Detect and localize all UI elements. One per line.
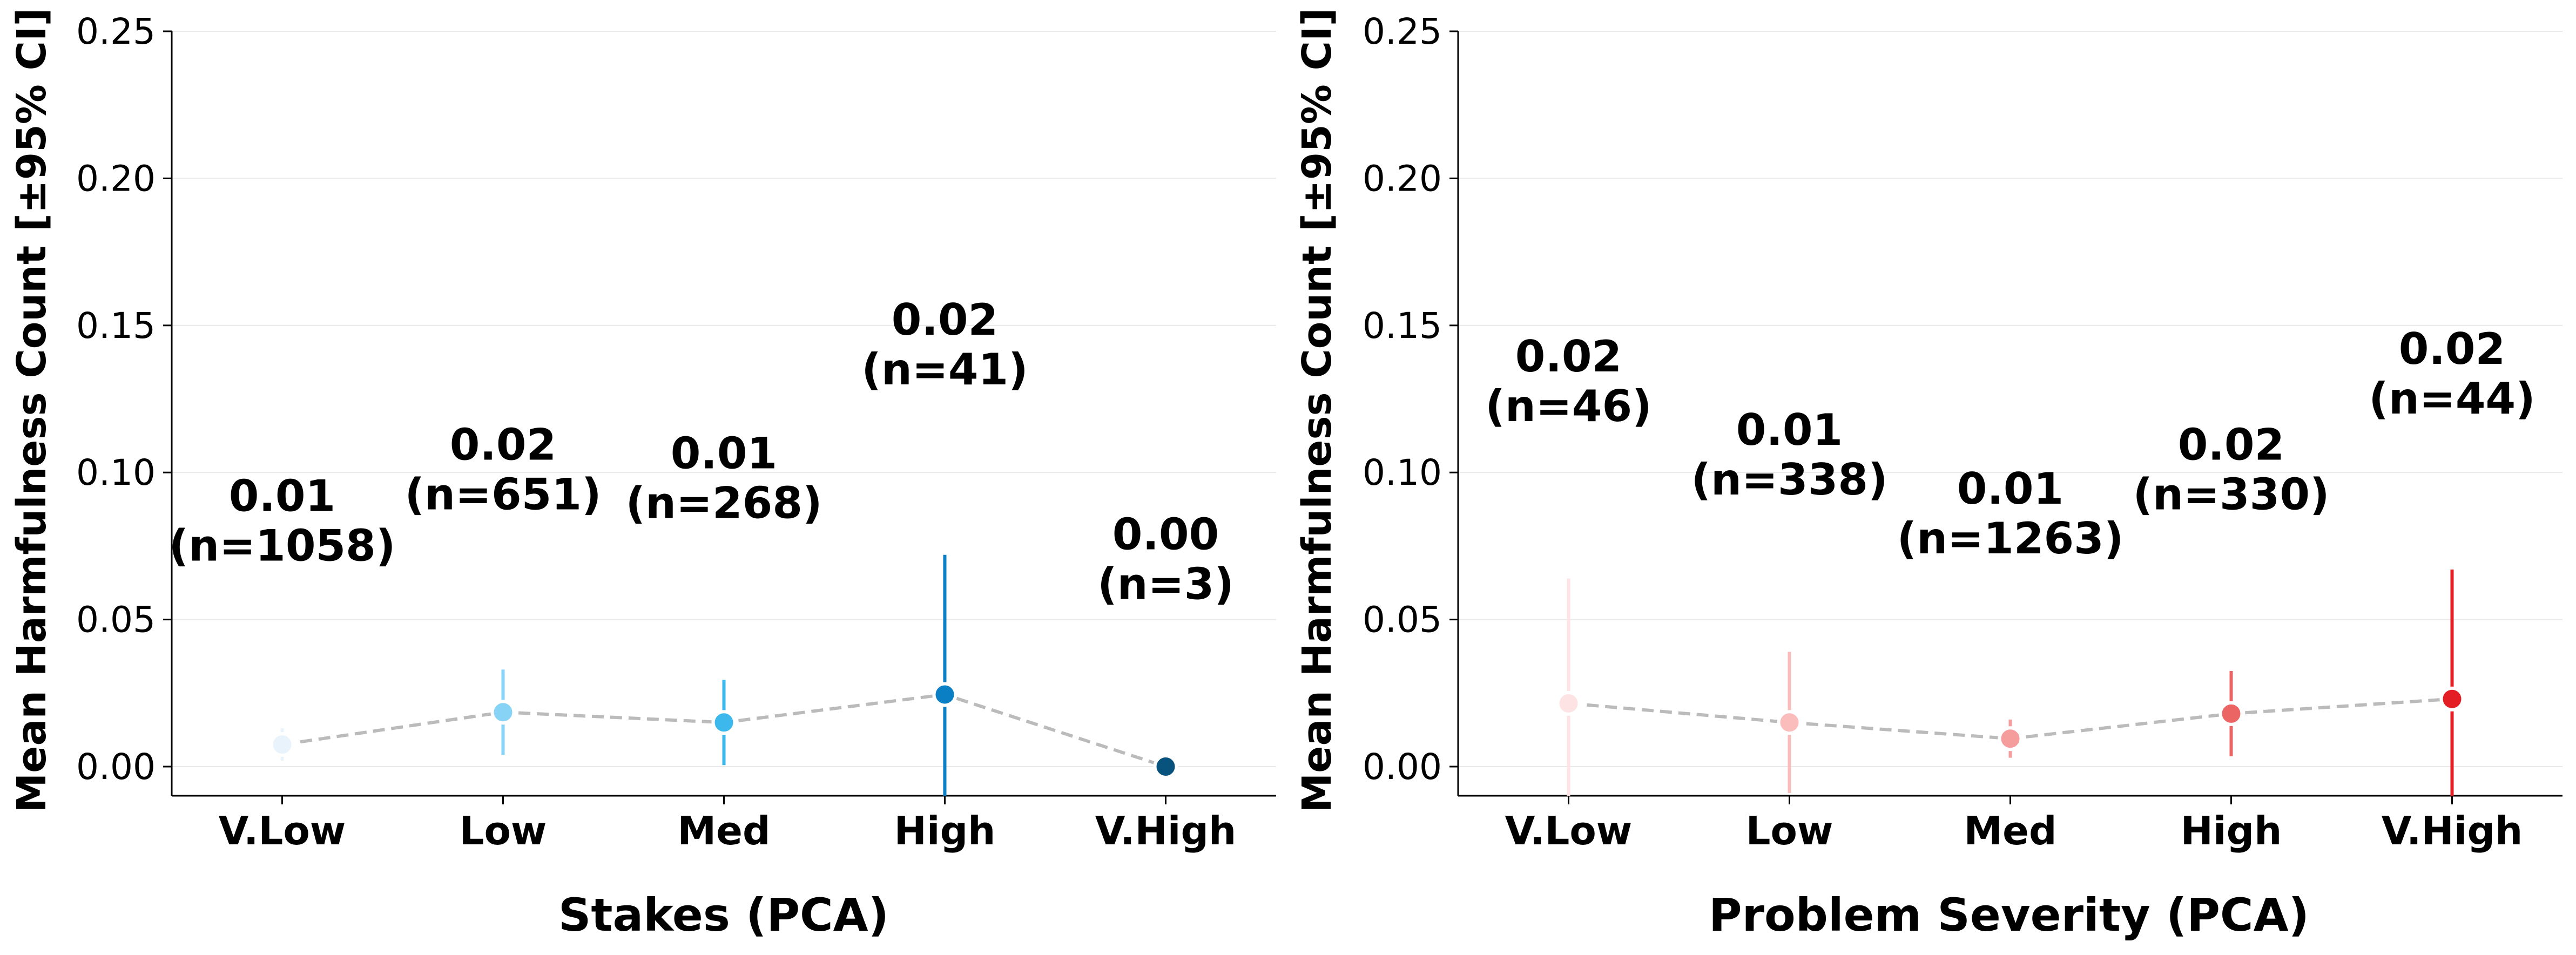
data-label-value: 0.01	[1736, 405, 1843, 455]
x-tick-label: High	[894, 808, 996, 854]
x-axis-problem-severity: V.Low Low Med High V.High	[1458, 795, 2562, 854]
x-axis-title-stakes: Stakes (PCA)	[558, 889, 889, 942]
data-label-n: (n=330)	[2133, 469, 2329, 519]
data-label-value: 0.00	[1112, 509, 1219, 559]
data-label-value: 0.02	[450, 419, 556, 470]
data-label-value: 0.02	[892, 295, 998, 345]
grid-lines-problem-severity	[1458, 31, 2562, 767]
x-tick-label: Low	[1746, 808, 1833, 854]
data-label-value: 0.02	[2399, 324, 2505, 374]
y-axis-title-problem-severity: Mean Harmfulness Count [±95% CI]	[1294, 8, 1340, 813]
panel-problem-severity: 0.00 0.05 0.10 0.15 0.20 0.25 V.Low Low Med High…	[1294, 8, 2562, 942]
panel-stakes: 0.00 0.05 0.10 0.15 0.20 0.25 V.Low Low Med High…	[9, 8, 1276, 942]
data-label-n: (n=651)	[404, 469, 601, 519]
y-tick-label: 0.10	[76, 452, 156, 493]
y-tick-label: 0.20	[76, 158, 156, 199]
data-label-value: 0.02	[2178, 419, 2284, 470]
x-tick-label: V.High	[1095, 808, 1237, 854]
data-label-n: (n=3)	[1097, 559, 1234, 609]
y-axis-problem-severity: 0.00 0.05 0.10 0.15 0.20 0.25	[1363, 11, 1459, 796]
x-tick-label: V.Low	[219, 808, 346, 854]
x-tick-label: High	[2181, 808, 2282, 854]
y-tick-label: 0.25	[1363, 11, 1442, 52]
x-axis-stakes: V.Low Low Med High V.High	[172, 795, 1276, 854]
x-tick-label: V.Low	[1505, 808, 1633, 854]
data-point	[711, 710, 737, 735]
y-tick-label: 0.25	[76, 11, 156, 52]
data-point	[1998, 726, 2023, 751]
y-tick-label: 0.15	[76, 305, 156, 347]
data-point	[1777, 710, 1802, 735]
data-label-n: (n=44)	[2369, 374, 2535, 424]
data-label-value: 0.01	[229, 471, 335, 521]
data-label-n: (n=41)	[861, 344, 1028, 395]
data-label-n: (n=46)	[1485, 381, 1651, 431]
series-problem-severity	[1556, 569, 2465, 796]
y-axis-stakes: 0.00 0.05 0.10 0.15 0.20 0.25	[76, 11, 173, 796]
y-tick-label: 0.20	[1363, 158, 1442, 199]
data-label-n: (n=268)	[625, 478, 822, 529]
data-label-value: 0.01	[1957, 464, 2064, 514]
x-tick-label: V.High	[2382, 808, 2523, 854]
grid-lines-stakes	[172, 31, 1276, 767]
data-point	[932, 682, 957, 707]
data-point	[1556, 690, 1581, 716]
x-tick-label: Med	[1964, 808, 2056, 854]
x-tick-label: Med	[677, 808, 770, 854]
x-axis-title-problem-severity: Problem Severity (PCA)	[1709, 889, 2309, 942]
y-tick-label: 0.05	[76, 599, 156, 641]
data-labels-problem-severity: 0.02(n=46) 0.01(n=338) 0.01(n=1263)0.02(n=…	[1485, 324, 2535, 564]
y-axis-title-stakes: Mean Harmfulness Count [±95% CI]	[9, 8, 55, 813]
data-point	[2439, 686, 2465, 712]
data-labels-stakes: 0.01(n=1058)0.02(n=651)0.01(n=268)0.02(n…	[169, 295, 1234, 609]
series-stakes	[269, 554, 1178, 796]
data-point	[1153, 754, 1178, 779]
data-point	[269, 732, 295, 757]
data-label-value: 0.02	[1515, 331, 1622, 382]
x-tick-label: Low	[460, 808, 547, 854]
y-tick-label: 0.10	[1363, 452, 1442, 493]
data-label-n: (n=338)	[1691, 455, 1887, 505]
y-tick-label: 0.00	[1363, 746, 1442, 788]
data-point	[2218, 701, 2244, 726]
data-point	[490, 700, 516, 725]
data-label-value: 0.01	[671, 429, 777, 479]
data-label-n: (n=1263)	[1897, 513, 2124, 564]
data-label-n: (n=1058)	[169, 521, 396, 571]
y-tick-label: 0.15	[1363, 305, 1442, 347]
y-tick-label: 0.00	[76, 746, 156, 788]
y-tick-label: 0.05	[1363, 599, 1442, 641]
